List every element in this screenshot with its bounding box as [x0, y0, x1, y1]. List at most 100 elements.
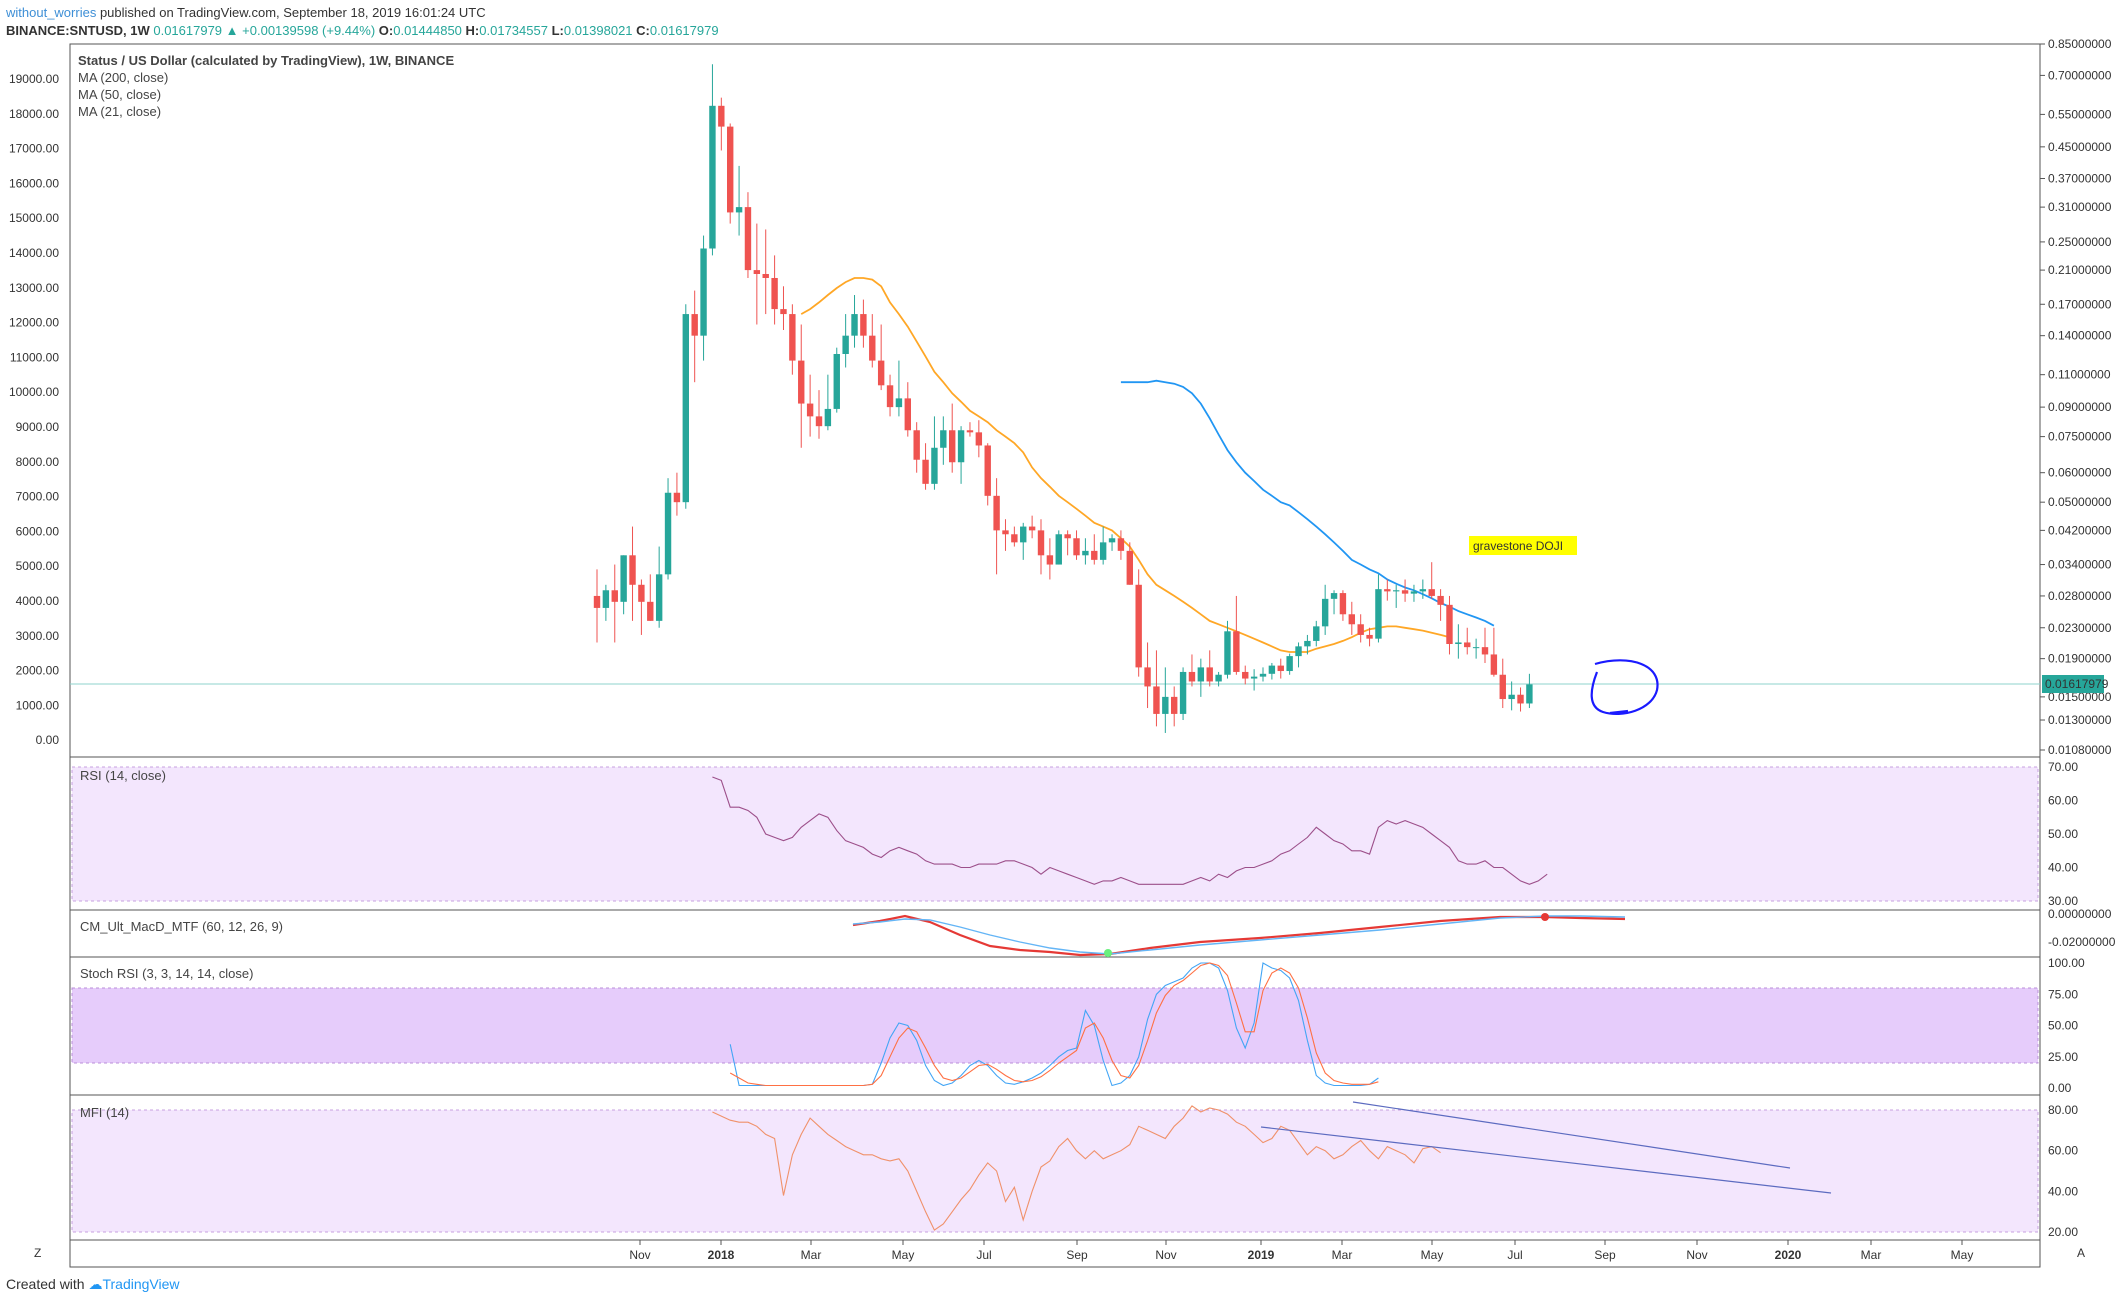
- right-axis-tick: 0.37000000: [2048, 172, 2112, 186]
- rsi-axis-tick: 70.00: [2048, 760, 2078, 774]
- candle-body: [869, 335, 876, 361]
- candle-body: [1446, 604, 1453, 645]
- right-axis-tick: 0.70000000: [2048, 68, 2112, 82]
- macd-title: CM_Ult_MacD_MTF (60, 12, 26, 9): [80, 919, 283, 934]
- candle: [1410, 584, 1418, 602]
- candle: [1082, 538, 1089, 565]
- candle-body: [1366, 634, 1373, 639]
- right-axis-tick: 0.25000000: [2048, 235, 2112, 249]
- candle: [1162, 667, 1169, 733]
- candle: [1037, 519, 1045, 575]
- candle-body: [762, 273, 769, 278]
- last-price: 0.01617979: [153, 23, 223, 38]
- candle: [1393, 584, 1400, 608]
- candle-body: [1304, 640, 1311, 647]
- left-axis-tick: 17000.00: [9, 142, 59, 156]
- candle: [877, 324, 885, 391]
- candle: [1526, 673, 1533, 709]
- candle: [1046, 538, 1054, 580]
- candle: [1171, 686, 1178, 727]
- rsi-axis-tick: 40.00: [2048, 861, 2078, 875]
- candle: [1490, 627, 1498, 677]
- candle-body: [1242, 671, 1249, 679]
- auto-scale-button[interactable]: A: [2077, 1246, 2085, 1260]
- candle-body: [1295, 646, 1302, 657]
- time-axis-tick: Nov: [629, 1248, 650, 1262]
- candle-body: [1508, 694, 1515, 700]
- candle-body: [949, 430, 956, 463]
- stoch-axis-tick: 100.00: [2048, 956, 2085, 970]
- candle: [1428, 562, 1435, 599]
- candle: [904, 382, 911, 437]
- right-axis-tick: 0.14000000: [2048, 329, 2112, 343]
- candle: [1153, 650, 1160, 727]
- candle-body: [1259, 673, 1267, 677]
- time-axis-tick: May: [1421, 1248, 1444, 1262]
- time-axis-tick: Sep: [1066, 1248, 1088, 1262]
- candle: [744, 192, 752, 278]
- footer-brand[interactable]: TradingView: [102, 1276, 180, 1292]
- candle: [780, 286, 787, 330]
- candle-body: [1153, 686, 1160, 714]
- candle-body: [1268, 665, 1276, 674]
- publisher-line: without_worries published on TradingView…: [6, 5, 486, 20]
- left-axis-tick: 0.00: [36, 733, 60, 747]
- candle-body: [780, 309, 787, 315]
- candle-body: [1073, 538, 1080, 556]
- candle: [886, 374, 894, 417]
- candle: [1117, 530, 1125, 560]
- candle: [1268, 662, 1276, 680]
- candle-body: [842, 335, 849, 354]
- candle-body: [1162, 696, 1169, 714]
- candle-body: [1188, 671, 1196, 682]
- low-label: L:: [551, 23, 564, 38]
- candle-body: [1357, 624, 1364, 635]
- candle-body: [1410, 591, 1418, 594]
- candle: [611, 564, 618, 643]
- last-price-tag-text: 0.01617979: [2045, 677, 2109, 691]
- candle-body: [1108, 538, 1116, 543]
- zoom-button[interactable]: Z: [34, 1246, 41, 1260]
- candle: [913, 422, 920, 473]
- right-axis-tick: 0.01900000: [2048, 652, 2112, 666]
- candle: [1020, 522, 1027, 560]
- left-axis-tick: 16000.00: [9, 176, 59, 190]
- price-change: ▲ +0.00139598 (+9.44%): [225, 23, 376, 38]
- right-axis-tick: 0.21000000: [2048, 263, 2112, 277]
- candle: [860, 299, 867, 348]
- candle-body: [993, 495, 1000, 531]
- time-axis-tick: May: [1951, 1248, 1974, 1262]
- candle-body: [1348, 614, 1355, 625]
- candle-body: [886, 385, 894, 408]
- candle: [993, 478, 1000, 575]
- annotation-box[interactable]: [1469, 536, 1577, 555]
- macd-cross-down-dot: [1541, 913, 1549, 921]
- candle: [682, 304, 689, 509]
- candle-body: [1135, 584, 1142, 668]
- candle-body: [1428, 589, 1435, 596]
- right-axis-tick: 0.06000000: [2048, 466, 2112, 480]
- time-axis-tick: May: [892, 1248, 915, 1262]
- time-axis-tick: Jul: [976, 1248, 991, 1262]
- right-axis-tick: 0.17000000: [2048, 297, 2112, 311]
- candle-body: [1064, 534, 1071, 539]
- open-value: 0.01444850: [393, 23, 462, 38]
- candle: [735, 165, 743, 236]
- candle: [1472, 638, 1480, 659]
- candle: [1011, 526, 1018, 547]
- candle-body: [664, 492, 672, 575]
- mfi-title: MFI (14): [80, 1105, 129, 1120]
- left-axis-tick: 2000.00: [16, 664, 60, 678]
- candle: [1108, 534, 1116, 551]
- candle-body: [1126, 550, 1133, 585]
- stoch-title: Stoch RSI (3, 3, 14, 14, close): [80, 966, 253, 981]
- left-axis-tick: 4000.00: [16, 594, 60, 608]
- candle: [1375, 574, 1382, 643]
- stoch-axis-tick: 75.00: [2048, 987, 2078, 1001]
- candle-body: [940, 430, 947, 448]
- author-link[interactable]: without_worries: [6, 5, 97, 20]
- ma21-line: [800, 277, 1450, 653]
- candle-body: [824, 408, 832, 427]
- mfi-trendline-upper: [1352, 1101, 1791, 1169]
